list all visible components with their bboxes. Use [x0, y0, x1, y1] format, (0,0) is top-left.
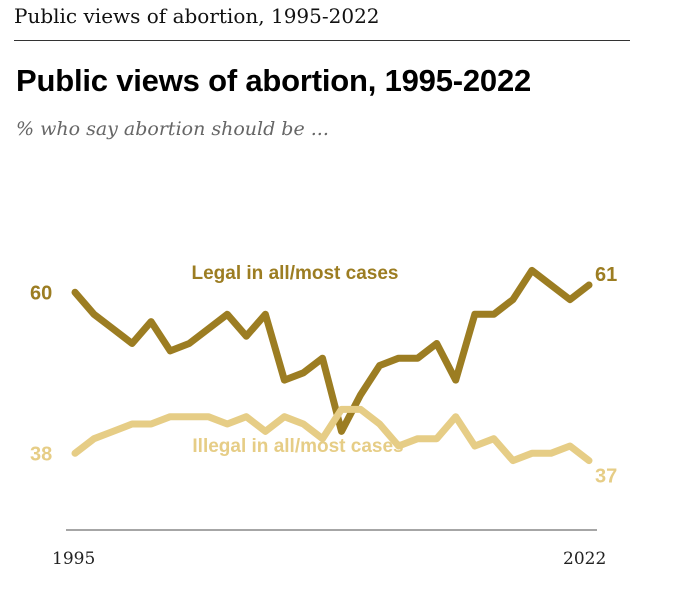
series-label-legal: Legal in all/most cases — [192, 263, 399, 284]
end-value-label-illegal: 37 — [595, 466, 617, 488]
series-line-illegal — [71, 405, 593, 465]
start-value-label-legal: 60 — [30, 282, 52, 304]
series-layer: Legal in all/most cases 60 61 Illegal in al… — [30, 263, 617, 488]
chart-subtitle: % who say abortion should be ... — [16, 118, 329, 140]
header-divider — [14, 40, 630, 41]
x-tick-label-end: 2022 — [563, 549, 606, 569]
start-value-label-illegal: 38 — [30, 443, 52, 465]
series-label-illegal: Illegal in all/most cases — [192, 436, 403, 457]
header-title: Public views of abortion, 1995-2022 — [14, 4, 380, 28]
series-line-legal — [71, 266, 593, 435]
end-value-label-legal: 61 — [595, 264, 617, 286]
chart-title: Public views of abortion, 1995-2022 — [16, 63, 532, 98]
x-tick-label-start: 1995 — [52, 549, 95, 569]
